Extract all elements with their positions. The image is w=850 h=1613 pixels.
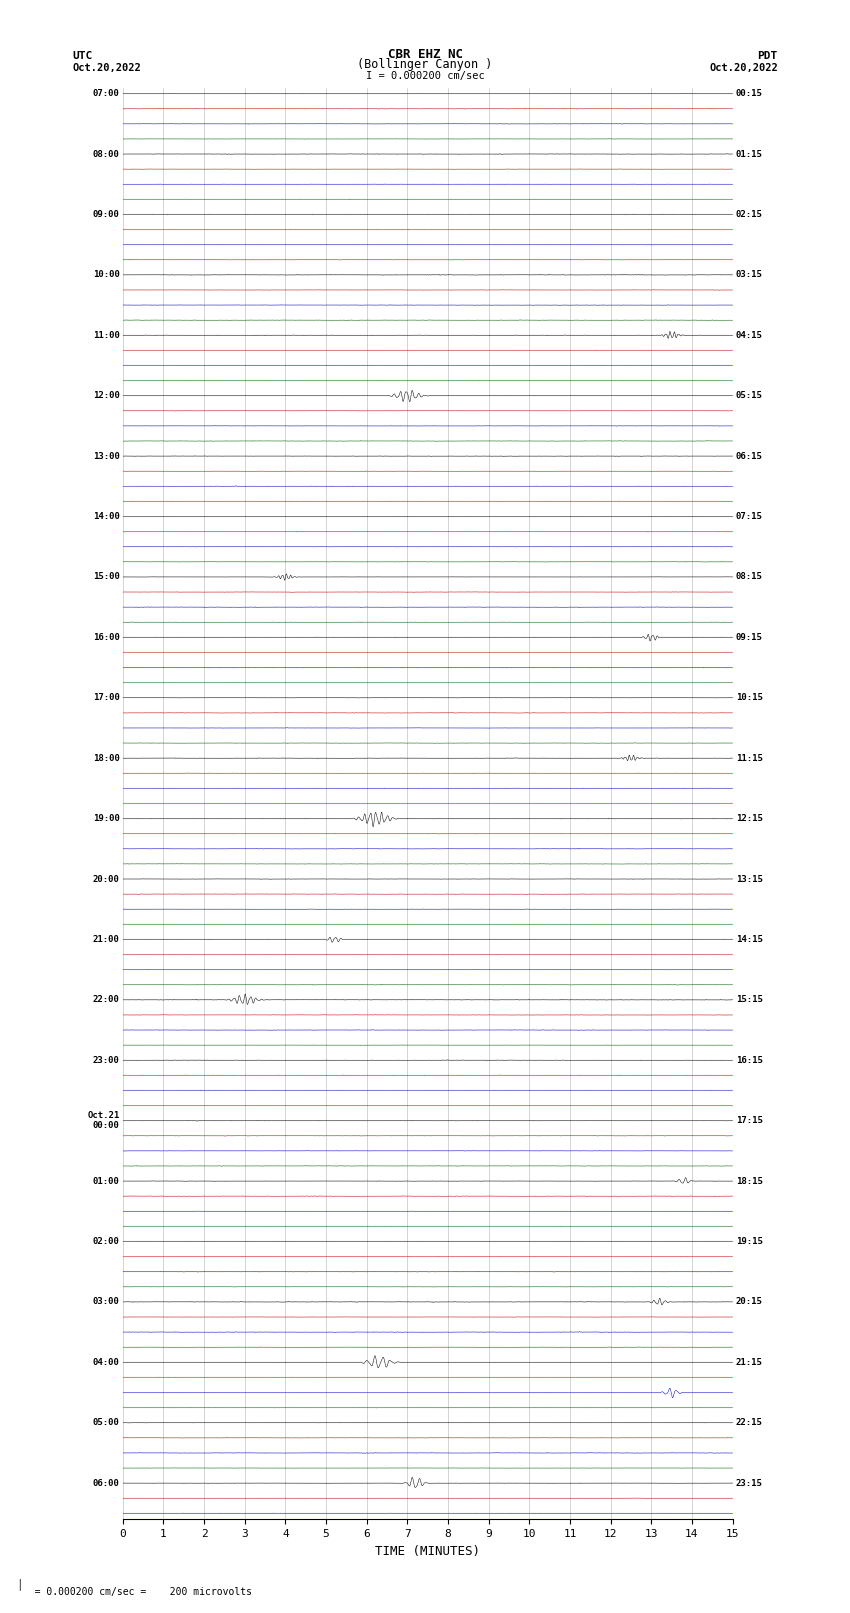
Text: Oct.20,2022: Oct.20,2022	[709, 63, 778, 73]
Text: 15:15: 15:15	[735, 995, 762, 1005]
Text: 20:00: 20:00	[93, 874, 120, 884]
Text: 03:00: 03:00	[93, 1297, 120, 1307]
Text: 08:00: 08:00	[93, 150, 120, 158]
Text: 17:00: 17:00	[93, 694, 120, 702]
Text: 11:15: 11:15	[735, 753, 762, 763]
Text: 06:00: 06:00	[93, 1479, 120, 1487]
Text: 14:00: 14:00	[93, 511, 120, 521]
Text: 01:15: 01:15	[735, 150, 762, 158]
Text: 10:15: 10:15	[735, 694, 762, 702]
Text: 05:15: 05:15	[735, 392, 762, 400]
Text: 19:00: 19:00	[93, 815, 120, 823]
Text: 07:15: 07:15	[735, 511, 762, 521]
Text: 19:15: 19:15	[735, 1237, 762, 1245]
Text: 18:15: 18:15	[735, 1176, 762, 1186]
Text: 08:15: 08:15	[735, 573, 762, 581]
Text: 04:00: 04:00	[93, 1358, 120, 1366]
Text: 22:15: 22:15	[735, 1418, 762, 1428]
Text: 14:15: 14:15	[735, 936, 762, 944]
Text: 21:00: 21:00	[93, 936, 120, 944]
Text: 04:15: 04:15	[735, 331, 762, 340]
Text: 13:15: 13:15	[735, 874, 762, 884]
Text: UTC: UTC	[72, 52, 93, 61]
Text: 23:15: 23:15	[735, 1479, 762, 1487]
Text: 02:00: 02:00	[93, 1237, 120, 1245]
Text: = 0.000200 cm/sec =    200 microvolts: = 0.000200 cm/sec = 200 microvolts	[17, 1587, 252, 1597]
Text: 02:15: 02:15	[735, 210, 762, 219]
Text: 20:15: 20:15	[735, 1297, 762, 1307]
Text: Oct.21
00:00: Oct.21 00:00	[88, 1111, 120, 1131]
Text: (Bollinger Canyon ): (Bollinger Canyon )	[357, 58, 493, 71]
Text: PDT: PDT	[757, 52, 778, 61]
Text: 22:00: 22:00	[93, 995, 120, 1005]
Text: 09:15: 09:15	[735, 632, 762, 642]
Text: 06:15: 06:15	[735, 452, 762, 461]
Text: 18:00: 18:00	[93, 753, 120, 763]
Text: 10:00: 10:00	[93, 271, 120, 279]
Text: 00:15: 00:15	[735, 89, 762, 98]
Text: 07:00: 07:00	[93, 89, 120, 98]
Text: 09:00: 09:00	[93, 210, 120, 219]
Text: 12:00: 12:00	[93, 392, 120, 400]
X-axis label: TIME (MINUTES): TIME (MINUTES)	[375, 1545, 480, 1558]
Text: 05:00: 05:00	[93, 1418, 120, 1428]
Text: CBR EHZ NC: CBR EHZ NC	[388, 48, 462, 61]
Text: 01:00: 01:00	[93, 1176, 120, 1186]
Text: 15:00: 15:00	[93, 573, 120, 581]
Text: 21:15: 21:15	[735, 1358, 762, 1366]
Text: 13:00: 13:00	[93, 452, 120, 461]
Text: 12:15: 12:15	[735, 815, 762, 823]
Text: ▏: ▏	[19, 1579, 25, 1590]
Text: 03:15: 03:15	[735, 271, 762, 279]
Text: 16:15: 16:15	[735, 1057, 762, 1065]
Text: Oct.20,2022: Oct.20,2022	[72, 63, 141, 73]
Text: 11:00: 11:00	[93, 331, 120, 340]
Text: 17:15: 17:15	[735, 1116, 762, 1126]
Text: I = 0.000200 cm/sec: I = 0.000200 cm/sec	[366, 71, 484, 81]
Text: 16:00: 16:00	[93, 632, 120, 642]
Text: 23:00: 23:00	[93, 1057, 120, 1065]
